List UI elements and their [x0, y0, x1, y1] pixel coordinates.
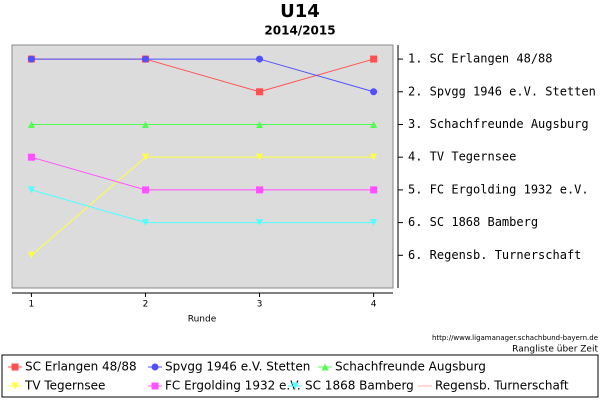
- chart-subtitle: 2014/2015: [264, 24, 335, 38]
- x-axis-label: Runde: [188, 315, 217, 325]
- legend-label: Regensb. Turnerschaft: [435, 379, 569, 393]
- marker: [256, 55, 264, 63]
- marker: [256, 153, 264, 161]
- marker: [370, 55, 378, 63]
- legend-label: Schachfreunde Augsburg: [335, 360, 486, 374]
- x-tick-label: 1: [29, 300, 35, 310]
- chart-title: U14: [280, 1, 320, 22]
- series-line: [31, 58, 374, 93]
- marker: [256, 88, 264, 96]
- marker: [370, 153, 378, 161]
- marker: [27, 186, 35, 194]
- marker: [27, 251, 35, 259]
- marker: [370, 120, 378, 128]
- source: http://www.ligamanager.schachbund-bayern…: [432, 334, 598, 342]
- y-tick-label: 6. SC 1868 Bamberg: [408, 215, 538, 229]
- legend-label: Spvgg 1946 e.V. Stetten: [165, 360, 310, 374]
- y-tick-label: 3. Schachfreunde Augsburg: [408, 117, 589, 131]
- x-tick-label: 2: [143, 300, 149, 310]
- marker: [370, 186, 378, 194]
- marker: [256, 186, 264, 194]
- marker: [11, 382, 19, 390]
- marker: [151, 363, 159, 371]
- legend-label: SC Erlangen 48/88: [25, 360, 137, 374]
- marker: [27, 153, 35, 161]
- marker: [151, 382, 159, 390]
- y-tick-label: 5. FC Ergolding 1932 e.V.: [408, 182, 589, 196]
- y-tick-label: 1. SC Erlangen 48/88: [408, 52, 553, 66]
- marker: [370, 219, 378, 227]
- y-tick-label: 4. TV Tegernsee: [408, 150, 516, 164]
- plot-area: [11, 44, 394, 289]
- note: Rangliste über Zeit: [512, 345, 598, 355]
- marker: [291, 382, 299, 390]
- marker: [141, 120, 149, 128]
- marker: [321, 363, 329, 371]
- marker: [141, 219, 149, 227]
- y-tick-label: 6. Regensb. Turnerschaft: [408, 248, 581, 262]
- series-line: [31, 189, 374, 224]
- legend-label: SC 1868 Bamberg: [305, 379, 414, 393]
- x-tick-label: 4: [371, 300, 377, 310]
- marker: [256, 219, 264, 227]
- y-tick-label: 2. Spvgg 1946 e.V. Stetten: [408, 84, 596, 98]
- marker: [11, 363, 19, 371]
- legend-label: FC Ergolding 1932 e.V.: [165, 379, 301, 393]
- legend: [1, 354, 599, 398]
- marker: [27, 55, 35, 63]
- marker: [370, 88, 378, 96]
- legend-label: TV Tegernsee: [24, 379, 105, 393]
- marker: [256, 120, 264, 128]
- marker: [141, 153, 149, 161]
- series-line: [31, 156, 374, 191]
- marker: [141, 186, 149, 194]
- x-tick-label: 3: [257, 300, 263, 310]
- marker: [141, 55, 149, 63]
- marker: [27, 120, 35, 128]
